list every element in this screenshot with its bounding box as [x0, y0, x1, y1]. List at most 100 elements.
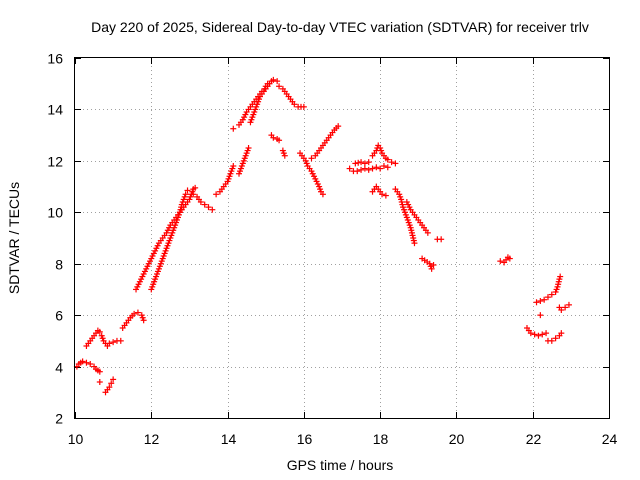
axis-ticks	[75, 58, 610, 419]
x-tick-label: 10	[68, 431, 84, 447]
data-point	[379, 191, 386, 198]
y-tick-label: 12	[47, 154, 63, 170]
data-point	[182, 191, 189, 198]
data-point	[548, 291, 555, 298]
data-point	[531, 331, 538, 338]
data-point	[117, 337, 124, 344]
data-point	[134, 309, 141, 316]
data-point	[190, 191, 197, 198]
data-point	[106, 340, 113, 347]
x-tick-label: 22	[526, 431, 542, 447]
data-point	[506, 255, 513, 262]
y-tick-label: 2	[55, 411, 63, 427]
data-point	[424, 229, 431, 236]
data-point	[87, 361, 94, 367]
data-point	[108, 380, 115, 387]
data-point	[384, 156, 391, 163]
data-point	[388, 159, 395, 166]
data-point	[319, 191, 326, 198]
data-point	[245, 145, 252, 151]
data-point	[308, 155, 315, 162]
y-tick-label: 8	[55, 257, 63, 273]
data-point	[411, 240, 418, 247]
data-point	[131, 310, 138, 317]
data-point	[392, 160, 399, 167]
data-point	[543, 330, 550, 337]
data-point	[537, 312, 544, 319]
data-point	[264, 80, 271, 87]
x-tick-label: 18	[373, 431, 389, 447]
data-point	[565, 301, 572, 308]
data-point	[358, 159, 365, 166]
data-point	[552, 335, 559, 342]
data-point	[541, 296, 548, 303]
data-point	[548, 337, 555, 344]
data-point	[140, 317, 147, 324]
data-point	[197, 199, 204, 205]
data-point	[430, 262, 437, 268]
data-point	[83, 359, 90, 366]
data-point	[213, 191, 220, 198]
x-tick-label: 14	[221, 431, 237, 447]
x-tick-label: 20	[449, 431, 465, 447]
data-point	[380, 163, 387, 169]
data-point	[557, 273, 564, 280]
x-tick-label: 24	[602, 431, 618, 447]
data-point	[544, 294, 551, 301]
data-point	[96, 328, 103, 335]
data-point	[96, 379, 103, 385]
y-axis-title: SDTVAR / TECUs	[6, 182, 22, 294]
data-point	[365, 166, 372, 173]
y-tick-label: 10	[47, 205, 63, 221]
data-point	[535, 332, 542, 339]
data-point	[527, 330, 534, 337]
data-point	[361, 165, 368, 172]
data-points	[73, 76, 572, 396]
data-point	[184, 187, 191, 194]
plot-frame	[74, 57, 610, 419]
x-tick-label: 12	[144, 431, 160, 447]
x-axis-title: GPS time / hours	[287, 457, 394, 473]
data-point	[355, 159, 362, 166]
data-point	[274, 78, 281, 85]
data-point	[276, 83, 283, 90]
y-tick-label: 16	[47, 51, 63, 67]
data-point	[384, 164, 391, 171]
data-point	[346, 165, 353, 172]
data-point	[558, 307, 565, 313]
data-point	[533, 299, 540, 306]
data-point	[497, 258, 504, 265]
data-point	[291, 101, 298, 108]
data-point	[106, 384, 113, 391]
data-point	[96, 368, 103, 375]
data-point	[335, 123, 342, 130]
data-point	[558, 330, 565, 337]
x-tick-label: 16	[297, 431, 313, 447]
data-point	[192, 184, 199, 191]
data-point	[377, 165, 384, 172]
data-point	[365, 159, 372, 166]
data-point	[270, 76, 277, 83]
data-point	[562, 304, 569, 311]
data-point	[300, 103, 307, 110]
data-point	[352, 160, 359, 167]
y-tick-label: 4	[55, 360, 63, 376]
data-point	[539, 331, 546, 338]
data-point	[110, 376, 117, 383]
data-point	[369, 165, 376, 172]
x-tick-labels: 10 12 14 16 18 20 22 24	[68, 431, 618, 447]
data-point	[110, 339, 117, 346]
data-point	[79, 358, 86, 365]
data-point	[354, 168, 361, 175]
data-point	[230, 125, 237, 132]
data-point	[209, 206, 216, 213]
data-point	[382, 192, 389, 199]
data-point	[201, 201, 208, 208]
y-tick-label: 14	[47, 102, 63, 118]
data-point	[270, 134, 277, 141]
y-tick-labels: 2 4 6 8 10 12 14 16	[47, 51, 63, 427]
grid-lines	[75, 58, 609, 418]
data-point	[358, 166, 365, 173]
chart-title: Day 220 of 2025, Sidereal Day-to-day VTE…	[91, 19, 589, 35]
